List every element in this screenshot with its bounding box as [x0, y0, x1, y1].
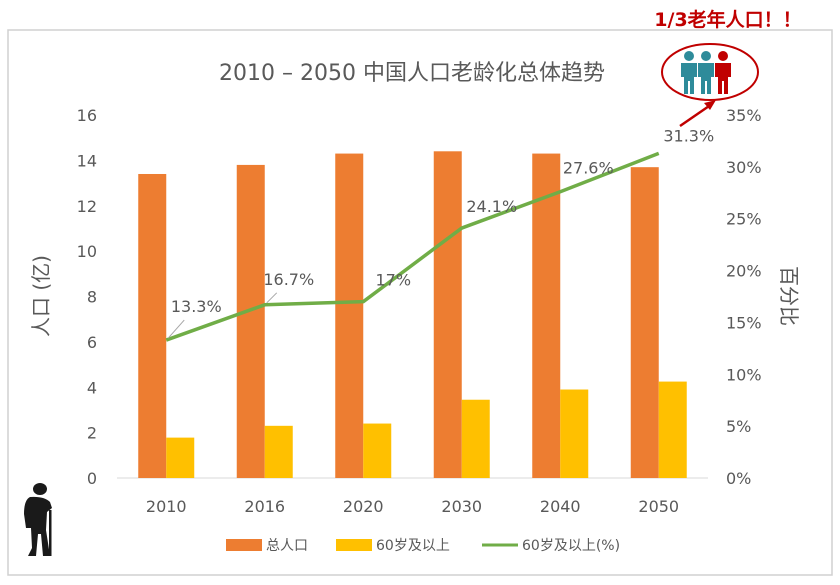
bar-60-plus [363, 423, 392, 478]
y2-tick-label: 30% [726, 158, 762, 177]
line-60-plus-percent [165, 151, 660, 342]
y-tick-label: 12 [77, 197, 97, 216]
elderly-person-icon [24, 483, 52, 556]
y2-tick-label: 0% [726, 469, 751, 488]
legend-label: 总人口 [266, 538, 308, 554]
line-data-label: 17% [375, 271, 411, 290]
y2-axis-label: 百分比 [777, 266, 801, 326]
y-axis-ticks: 0 2 4 6 8 10 12 14 16 [77, 106, 97, 488]
legend: 总人口 60岁及以上 60岁及以上(%) [226, 538, 620, 554]
legend-label: 60岁及以上(%) [522, 538, 620, 554]
bar-60-plus [560, 389, 589, 478]
bar-total-population [335, 153, 364, 478]
y-tick-label: 16 [77, 106, 97, 125]
callout-text: 1/3老年人口！！ [654, 8, 801, 31]
y2-tick-label: 10% [726, 365, 762, 384]
callout-arrow-head [704, 100, 716, 110]
y-tick-label: 4 [87, 378, 97, 397]
y-axis-label: 人口 (亿) [29, 255, 53, 337]
line-data-label: 16.7% [263, 270, 314, 289]
legend-swatch [336, 539, 372, 551]
y-tick-label: 0 [87, 469, 97, 488]
y-tick-label: 8 [87, 288, 97, 307]
y2-tick-label: 20% [726, 262, 762, 281]
bar-60-plus [461, 399, 490, 478]
bar-60-plus [658, 381, 687, 478]
bar-total-population [138, 173, 167, 479]
x-tick-label: 2050 [638, 497, 679, 516]
bar-total-population [433, 151, 462, 479]
line-data-label: 27.6% [563, 159, 614, 178]
legend-label: 60岁及以上 [376, 538, 450, 554]
x-tick-label: 2030 [441, 497, 482, 516]
bar-60-plus [166, 437, 195, 478]
people-icon [681, 51, 731, 94]
data-label-leader [266, 292, 278, 304]
chart-title: 2010 – 2050 中国人口老龄化总体趋势 [219, 61, 605, 86]
x-tick-label: 2040 [540, 497, 581, 516]
bar-60-plus [264, 425, 293, 478]
y-tick-label: 10 [77, 242, 97, 261]
bar-total-population [236, 164, 265, 478]
y2-tick-label: 35% [726, 106, 762, 125]
x-tick-label: 2016 [244, 497, 285, 516]
y2-tick-label: 15% [726, 313, 762, 332]
y2-axis-ticks: 0% 5% 10% 15% 20% 25% 30% 35% [726, 106, 762, 488]
y-tick-label: 6 [87, 333, 97, 352]
chart-border [7, 29, 833, 576]
line-data-label: 31.3% [663, 126, 714, 145]
y-tick-label: 2 [87, 424, 97, 443]
callout-arrow [679, 102, 713, 128]
bar-total-population [532, 153, 561, 478]
line-data-label: 13.3% [171, 297, 222, 316]
callout-ellipse [661, 43, 759, 101]
bar-total-population [630, 167, 659, 478]
legend-swatch [226, 539, 262, 551]
line-data-label: 24.1% [466, 197, 517, 216]
bars-group [138, 151, 687, 479]
line-series-group: 13.3% 16.7% 17% 24.1% 27.6% 31.3% [165, 126, 714, 342]
x-tick-label: 2010 [146, 497, 187, 516]
data-label-leader [167, 319, 185, 339]
y2-tick-label: 5% [726, 417, 751, 436]
x-axis-ticks: 2010 2016 2020 2030 2040 2050 [146, 497, 679, 516]
y2-tick-label: 25% [726, 210, 762, 229]
x-tick-label: 2020 [343, 497, 384, 516]
y-tick-label: 14 [77, 151, 97, 170]
